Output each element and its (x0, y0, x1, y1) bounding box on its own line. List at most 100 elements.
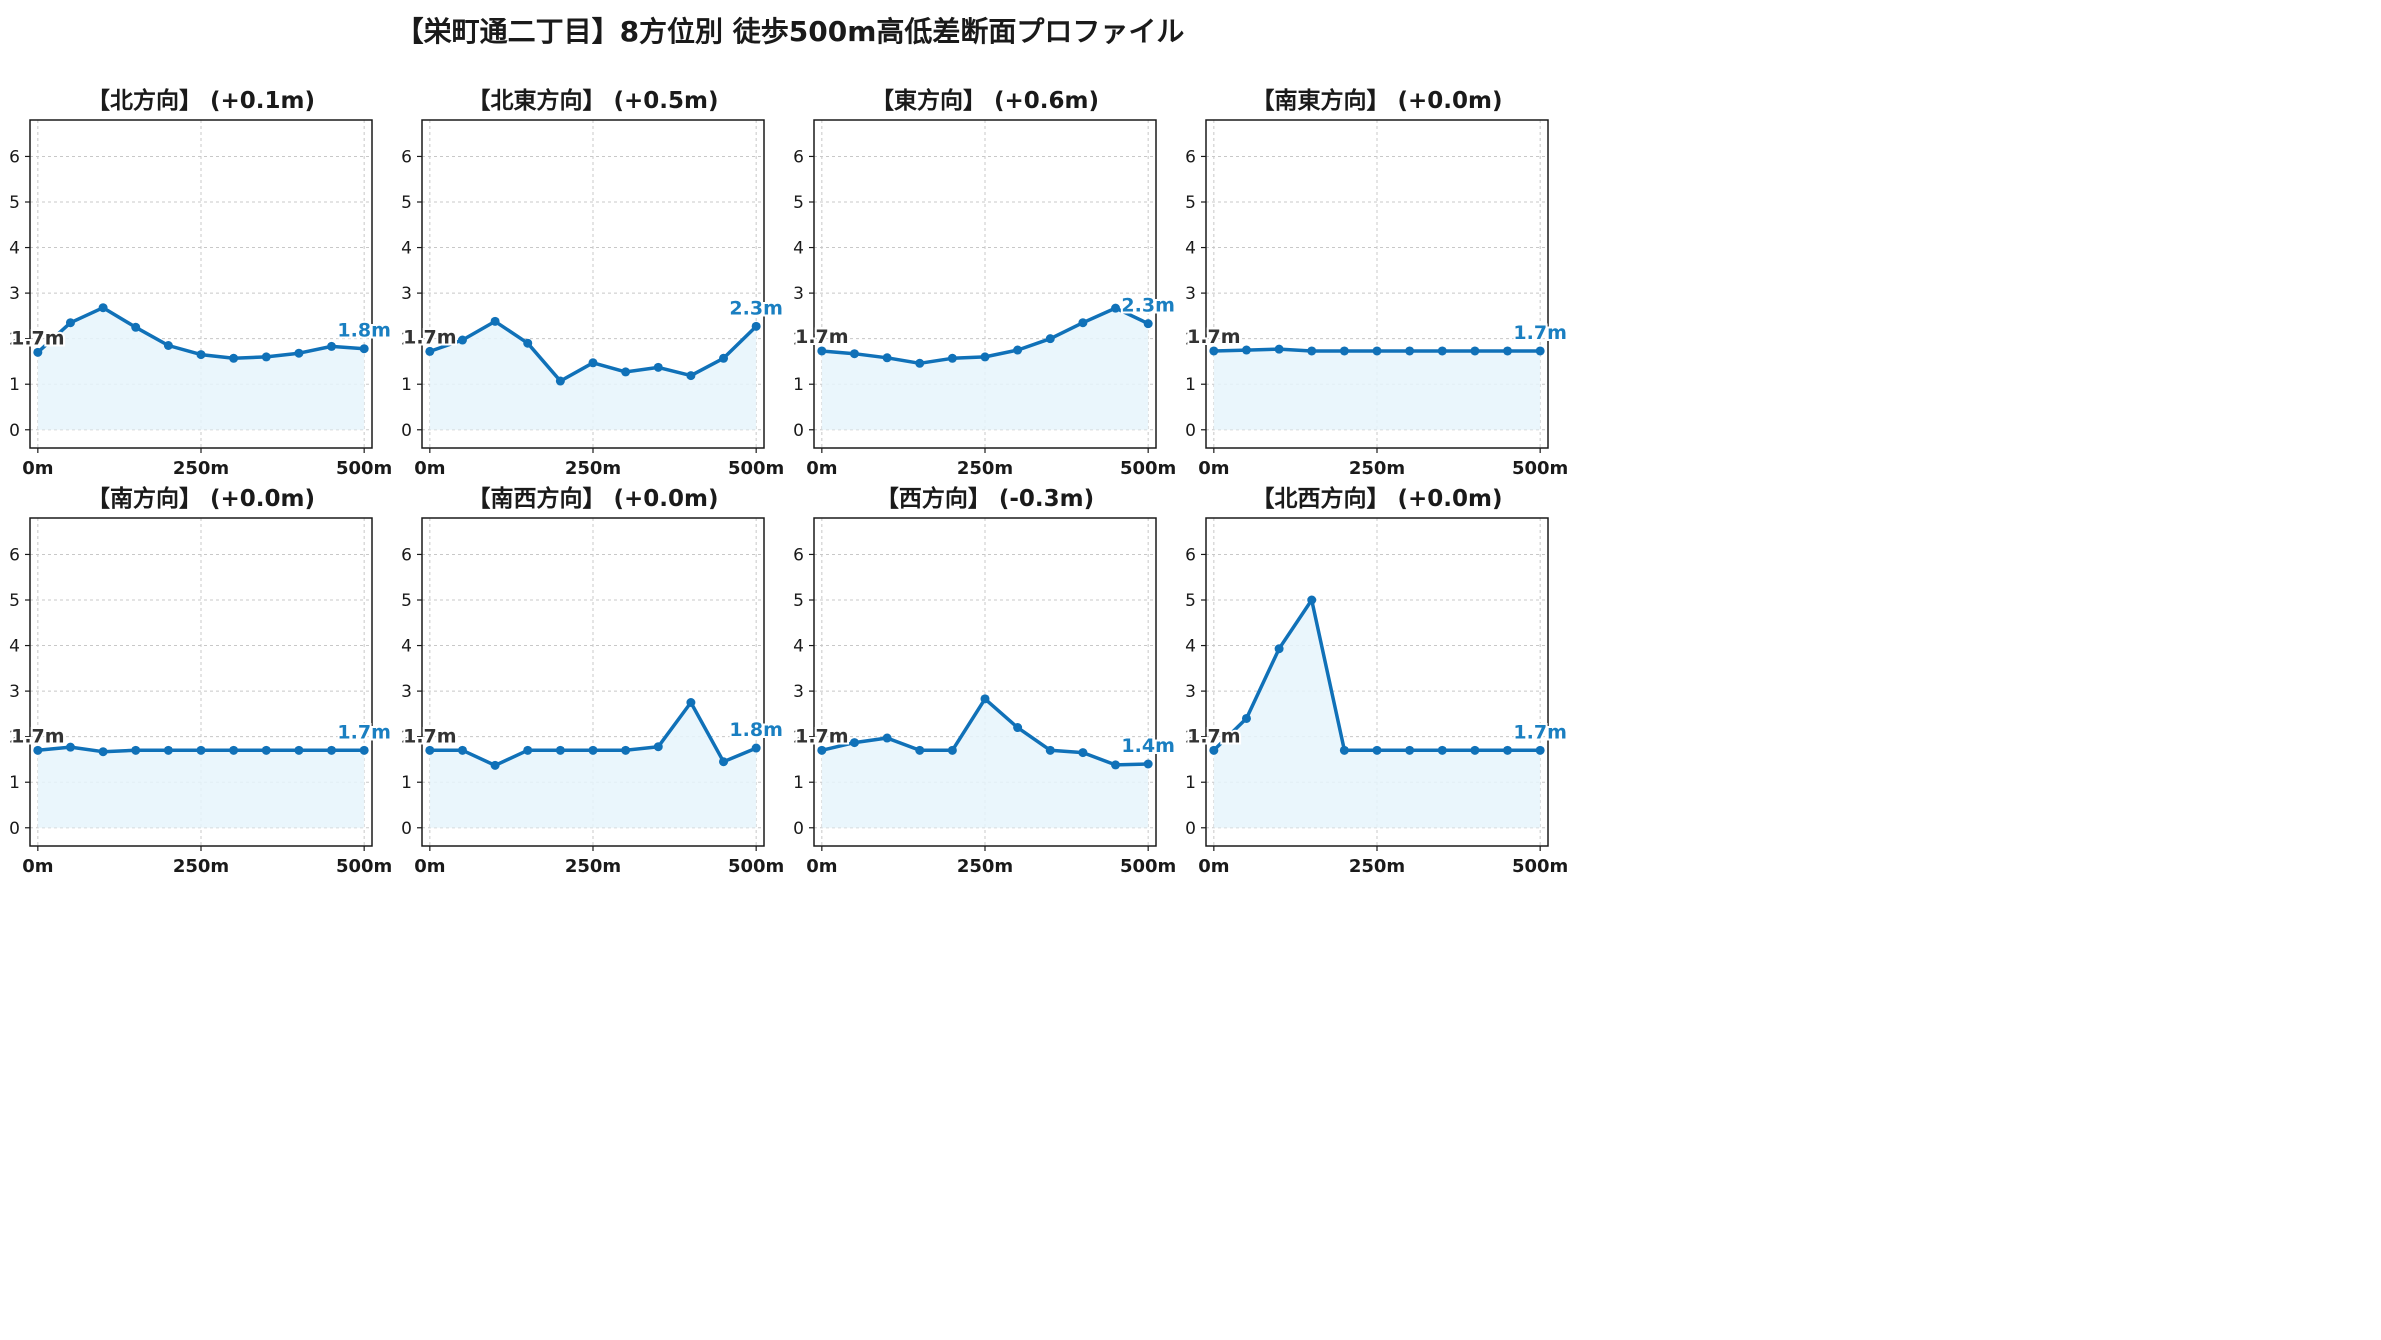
data-point (817, 346, 827, 356)
data-point (1013, 723, 1023, 733)
y-tick-label: 6 (1185, 147, 1196, 167)
data-point (1209, 745, 1219, 755)
data-point (915, 358, 925, 368)
data-point (327, 341, 337, 351)
data-point (131, 322, 141, 332)
data-point (1535, 745, 1545, 755)
x-tick-label: 250m (565, 856, 621, 877)
elevation-area (429, 702, 757, 828)
panel-title: 【南西方向】 (+0.0m) (467, 485, 718, 512)
data-point (751, 743, 761, 753)
y-tick-label: 0 (793, 421, 804, 441)
elevation-area (821, 698, 1149, 828)
x-tick-label: 250m (173, 458, 229, 479)
x-tick-label: 0m (1198, 458, 1229, 479)
x-tick-label: 0m (414, 458, 445, 479)
y-tick-label: 0 (9, 819, 20, 839)
x-tick-label: 250m (1349, 458, 1405, 479)
start-elevation-label: 1.7m (795, 326, 848, 348)
elevation-area (821, 308, 1149, 430)
chart-panel: 【東方向】 (+0.6m) 0 1 2 3 4 5 6 0m 250m 500m 1.7m 2.3m (793, 87, 1177, 479)
data-point (1241, 713, 1251, 723)
y-tick-label: 5 (401, 193, 412, 213)
data-point (1372, 745, 1382, 755)
end-elevation-label: 1.8m (729, 719, 782, 741)
y-tick-label: 0 (9, 421, 20, 441)
y-tick-label: 1 (1185, 773, 1196, 793)
x-tick-label: 500m (1512, 856, 1568, 877)
data-point (1143, 319, 1153, 329)
data-point (621, 367, 631, 377)
data-point (1535, 346, 1545, 356)
y-tick-label: 6 (793, 147, 804, 167)
data-point (1470, 346, 1480, 356)
data-point (294, 745, 304, 755)
data-point (1078, 748, 1088, 758)
data-point (653, 742, 663, 752)
data-point (425, 346, 435, 356)
end-elevation-label: 1.4m (1121, 735, 1174, 757)
data-point (1339, 346, 1349, 356)
data-point (719, 757, 729, 767)
data-point (359, 745, 369, 755)
data-point (196, 350, 206, 360)
y-tick-label: 5 (9, 193, 20, 213)
x-tick-label: 500m (728, 458, 784, 479)
y-tick-label: 4 (401, 637, 412, 657)
chart-panel: 【北方向】 (+0.1m) 0 1 2 3 4 5 6 0m 250m 500m 1.7m 1.8m (9, 87, 393, 479)
chart-panel: 【南東方向】 (+0.0m) 0 1 2 3 4 5 6 0m 250m 500m 1.7m 1.7m (1185, 87, 1569, 479)
y-tick-label: 3 (793, 682, 804, 702)
start-elevation-label: 1.7m (403, 326, 456, 348)
data-point (719, 353, 729, 363)
data-point (686, 371, 696, 381)
x-tick-label: 0m (806, 458, 837, 479)
y-tick-label: 2 (9, 330, 20, 350)
data-point (588, 745, 598, 755)
y-tick-label: 6 (793, 545, 804, 565)
y-tick-label: 5 (401, 591, 412, 611)
data-point (1307, 595, 1317, 605)
x-tick-label: 500m (336, 458, 392, 479)
data-point (947, 745, 957, 755)
chart-panel: 【北西方向】 (+0.0m) 0 1 2 3 4 5 6 0m 250m 500m 1.7m 1.7m (1185, 485, 1569, 877)
y-tick-label: 4 (1185, 239, 1196, 259)
start-elevation-label: 1.7m (795, 725, 848, 747)
data-point (261, 352, 271, 362)
panel-title: 【北東方向】 (+0.5m) (467, 87, 718, 114)
y-tick-label: 1 (401, 773, 412, 793)
y-tick-label: 4 (401, 239, 412, 259)
data-point (1045, 334, 1055, 344)
start-elevation-label: 1.7m (11, 327, 64, 349)
data-point (33, 745, 43, 755)
data-point (98, 747, 108, 757)
start-elevation-label: 1.7m (403, 725, 456, 747)
data-point (327, 745, 337, 755)
end-elevation-label: 1.8m (337, 320, 390, 342)
data-point (65, 742, 75, 752)
data-point (33, 347, 43, 357)
data-point (1274, 644, 1284, 654)
y-tick-label: 3 (401, 284, 412, 304)
y-tick-label: 5 (1185, 591, 1196, 611)
data-point (1437, 346, 1447, 356)
chart-panel: 【西方向】 (-0.3m) 0 1 2 3 4 5 6 0m 250m 500m 1.7m 1.4m (793, 485, 1177, 877)
data-point (196, 745, 206, 755)
chart-panel: 【南方向】 (+0.0m) 0 1 2 3 4 5 6 0m 250m 500m 1.7m 1.7m (9, 485, 393, 877)
data-point (229, 745, 239, 755)
y-tick-label: 5 (9, 591, 20, 611)
x-tick-label: 250m (1349, 856, 1405, 877)
data-point (588, 358, 598, 368)
data-point (294, 348, 304, 358)
x-tick-label: 0m (22, 458, 53, 479)
data-point (915, 745, 925, 755)
end-elevation-label: 1.7m (1513, 721, 1566, 743)
x-tick-label: 500m (1512, 458, 1568, 479)
x-tick-label: 0m (806, 856, 837, 877)
panel-title: 【南方向】 (+0.0m) (87, 485, 315, 512)
panel-title: 【東方向】 (+0.6m) (871, 87, 1099, 114)
data-point (131, 745, 141, 755)
elevation-area (37, 747, 365, 828)
chart-panel: 【南西方向】 (+0.0m) 0 1 2 3 4 5 6 0m 250m 500m 1.7m 1.8m (401, 485, 785, 877)
y-tick-label: 6 (401, 545, 412, 565)
